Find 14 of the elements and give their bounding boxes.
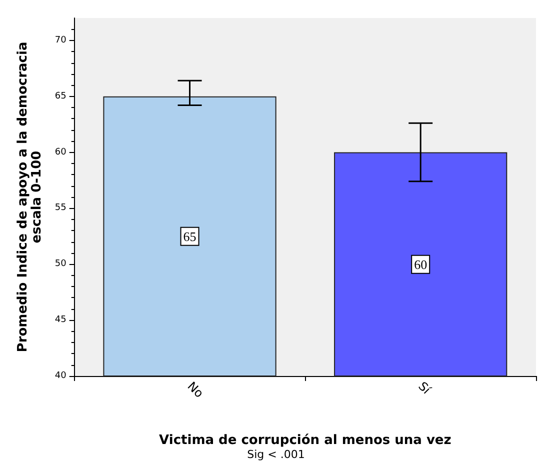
y-tick-label: 45 [54, 315, 66, 326]
x-tick-label: No [184, 379, 206, 400]
y-tick-label: 50 [54, 259, 67, 270]
y-tick-label: 65 [54, 91, 66, 102]
y-tick-label: 60 [54, 147, 67, 158]
x-axis-title: Victima de corrupción al menos una vez [159, 433, 452, 448]
data-label: 65 [183, 228, 196, 244]
y-tick-label: 55 [54, 203, 66, 214]
y-axis-title: Promedio Indice de apoyo a la democracia escala 0-100 [16, 42, 44, 352]
x-tick-label: Sí [416, 379, 434, 398]
y-tick-label: 40 [54, 371, 67, 381]
y-tick-label: 70 [54, 35, 67, 46]
data-label: 60 [414, 256, 428, 272]
text: Sig < .001 [247, 448, 305, 461]
